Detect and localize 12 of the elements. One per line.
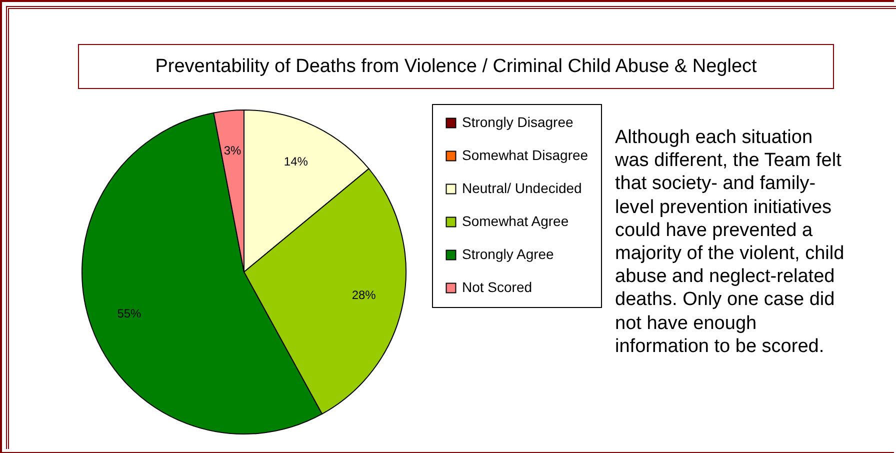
- data-label: 55%: [117, 306, 142, 320]
- legend-label: Somewhat Disagree: [462, 147, 588, 163]
- text: Although each situation was different, the Team felt that society- and family-level prevention initiatives could have prevented a majority of the violent, child abuse and neglect-related deaths. Only one case did not have enough information to be scored.: [615, 127, 844, 357]
- legend-label: Strongly Agree: [462, 246, 554, 262]
- legend-label: Strongly Disagree: [462, 114, 574, 130]
- legend-label: Neutral/ Undecided: [462, 180, 582, 196]
- data-label: 14%: [284, 154, 308, 169]
- data-label: 3%: [224, 144, 242, 158]
- legend-label: Somewhat Agree: [462, 213, 569, 229]
- data-label: 28%: [352, 288, 376, 302]
- legend-label: Not Scored: [462, 279, 532, 295]
- chart-title: Preventability of Deaths from Violence / Criminal Child Abuse & Neglect: [78, 44, 834, 89]
